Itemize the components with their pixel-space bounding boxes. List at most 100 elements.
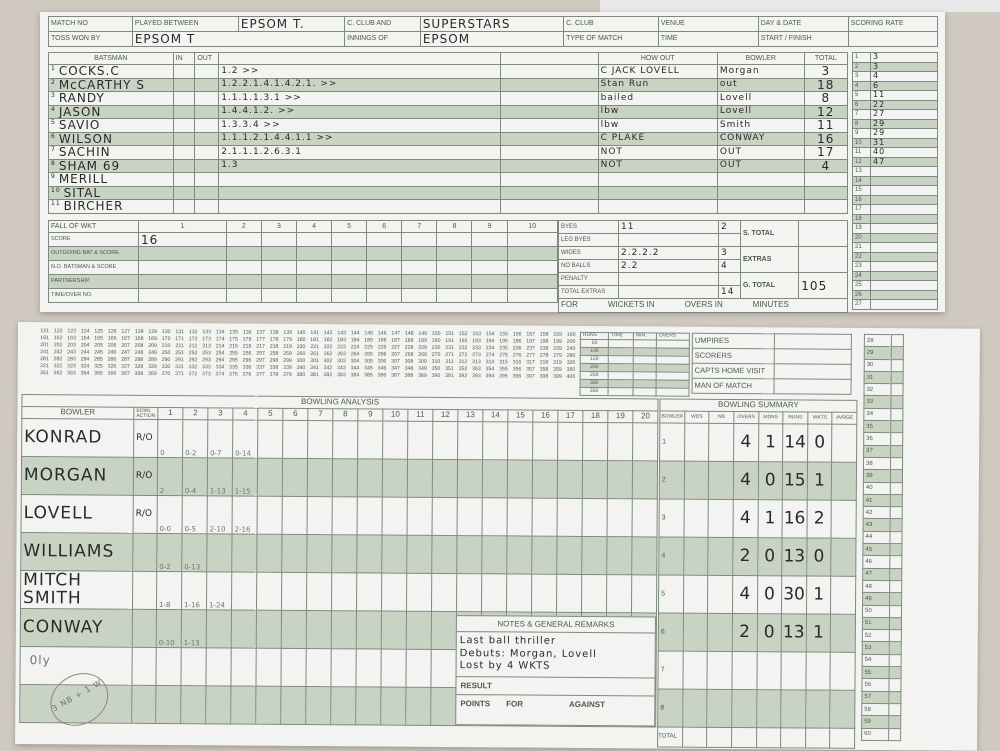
summary-row: 6 2 0 13 1 xyxy=(658,612,856,653)
over-cell xyxy=(282,496,308,535)
rate-score xyxy=(889,691,901,704)
m xyxy=(656,363,690,372)
over-cell xyxy=(405,649,432,688)
total-cell xyxy=(829,728,855,749)
batting-page: MATCH NO PLAYED BETWEEN EPSOM T. C. CLUB AN… xyxy=(40,12,945,313)
how-out: Stan Run xyxy=(597,77,718,92)
over-cell xyxy=(231,609,257,649)
m xyxy=(655,379,690,388)
rate-row: 43 xyxy=(863,518,903,532)
tally-number: 392 xyxy=(458,373,468,380)
extras-label: PENALTY xyxy=(558,272,619,286)
fow-cell xyxy=(366,246,403,261)
over-cell xyxy=(405,687,431,726)
rate-over-no: 25 xyxy=(852,280,871,291)
milestone-row: 350 xyxy=(580,386,690,396)
rate-row: 53 xyxy=(862,641,902,655)
batsman-total xyxy=(803,185,849,200)
rate-over-no: 24 xyxy=(852,270,871,281)
rate-row: 21 xyxy=(852,242,938,253)
over-cell xyxy=(481,573,507,612)
summary-cell: 4 xyxy=(733,461,759,500)
over-cell xyxy=(282,420,308,459)
over-number: 5 xyxy=(257,408,283,421)
action-header: BOWL ACTION xyxy=(133,407,158,420)
over-cell xyxy=(305,648,332,687)
over-cell xyxy=(532,422,558,461)
balls-cell xyxy=(500,158,599,173)
result-label: RESULT xyxy=(456,676,655,696)
tally-number: 399 xyxy=(553,373,562,380)
over-cell xyxy=(632,460,658,499)
summary-header-cell: AVRGE xyxy=(832,412,857,425)
rate-row: 10 31 xyxy=(852,137,938,148)
fow-cell xyxy=(506,232,559,247)
summary-cell: 1 xyxy=(757,499,783,538)
fow-cell xyxy=(295,288,333,303)
over-cell xyxy=(457,497,483,536)
tally-number: 391 xyxy=(445,372,454,379)
over-cell xyxy=(556,536,583,575)
over-cell xyxy=(607,422,633,461)
summary-cell xyxy=(684,423,710,462)
over-cell xyxy=(180,647,207,686)
time-out xyxy=(194,64,220,79)
batsman-total: 11 xyxy=(803,118,849,133)
over-cell xyxy=(155,647,182,686)
margin-note: 0ly xyxy=(29,653,51,668)
over-cell: 0-5 xyxy=(182,495,208,534)
summary-cell: 8 xyxy=(657,688,683,728)
over-cell xyxy=(231,571,257,611)
summary-cell: 16 xyxy=(782,499,808,539)
over-cell xyxy=(631,574,658,613)
rate-score xyxy=(870,185,938,196)
rate-over-no: 34 xyxy=(863,408,892,421)
batsman-total: 4 xyxy=(803,158,849,173)
bowler-name: Smith xyxy=(716,118,805,133)
fow-cell xyxy=(471,274,508,289)
rate-row: 38 xyxy=(863,457,903,470)
over-cell xyxy=(406,573,432,612)
wicket-number: 8 xyxy=(436,220,473,233)
batsman-number: 2 xyxy=(51,78,56,86)
over-cell xyxy=(380,687,406,726)
rate-score xyxy=(870,166,938,177)
rate-over-no: 44 xyxy=(862,531,891,544)
how-out xyxy=(597,199,718,214)
over-cell xyxy=(406,535,433,574)
milestone-runs: 200 xyxy=(580,362,609,372)
tally-number: 373 xyxy=(202,371,211,378)
rate-score xyxy=(890,469,903,483)
date-label: DAY & DATE xyxy=(757,16,849,32)
fow-cell xyxy=(225,274,262,289)
m xyxy=(633,363,657,372)
fow-cell xyxy=(471,260,508,275)
bowler-header: BOWLER xyxy=(21,406,134,420)
bowler-row: MITCH SMITH 1-8 1-16 1-24 xyxy=(20,570,658,613)
rate-row: 31 xyxy=(864,371,904,384)
rate-over-no: 27 xyxy=(852,299,871,310)
rate-row: 47 xyxy=(862,568,902,581)
extras-label: BYES xyxy=(558,220,619,234)
summary-cell xyxy=(708,499,734,538)
background-paper xyxy=(600,0,1000,12)
official-label: UMPIRES xyxy=(692,333,775,349)
rate-score xyxy=(889,654,902,667)
over-cell xyxy=(381,611,407,650)
over-cell xyxy=(307,496,333,535)
wicket-number: 4 xyxy=(295,220,333,233)
over-cell xyxy=(280,686,306,725)
over-cell xyxy=(456,535,483,574)
rate-row: 40 xyxy=(863,481,903,495)
tally-number: 397 xyxy=(526,373,535,380)
over-cell xyxy=(155,685,181,724)
batsman-name: 2 McCARTHY S xyxy=(48,77,174,92)
summary-cell: 0 xyxy=(806,538,832,577)
m xyxy=(655,387,690,396)
summary-cell xyxy=(682,613,708,652)
batsman-name: 6 WILSON xyxy=(48,131,174,146)
rate-over-no: 49 xyxy=(862,592,890,606)
tally-number: 386 xyxy=(377,372,387,379)
time-in xyxy=(172,199,196,214)
rate-score: 3 xyxy=(870,52,938,63)
